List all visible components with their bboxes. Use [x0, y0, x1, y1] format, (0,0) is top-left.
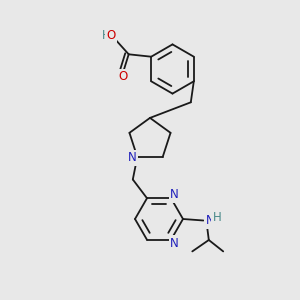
- Text: N: N: [206, 214, 214, 227]
- Text: H: H: [213, 211, 222, 224]
- Text: N: N: [170, 237, 179, 250]
- Text: O: O: [118, 70, 127, 83]
- Text: N: N: [128, 152, 136, 164]
- Text: H: H: [102, 29, 111, 42]
- Text: O: O: [106, 29, 116, 42]
- Text: N: N: [170, 188, 179, 201]
